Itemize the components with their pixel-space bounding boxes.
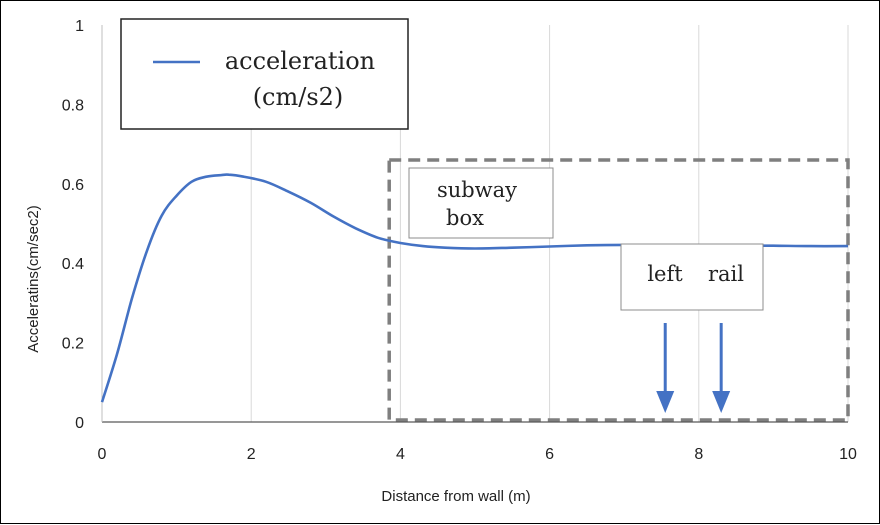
left-rail-label-box xyxy=(620,243,764,311)
x-tick-label: 10 xyxy=(839,446,857,463)
axes: 0 2 4 6 8 10 0 0.2 0.4 0.6 0.8 1 xyxy=(62,18,857,463)
subway-box-region xyxy=(387,158,850,422)
x-tick-label: 4 xyxy=(396,446,405,463)
x-tick-label: 2 xyxy=(247,446,256,463)
x-tick-label: 8 xyxy=(694,446,703,463)
rail-arrow-head xyxy=(656,391,675,413)
left-rail-label-text: left xyxy=(647,262,683,286)
rail-arrow-head xyxy=(712,391,731,413)
y-tick-label: 0.8 xyxy=(62,97,84,114)
y-tick-label: 1 xyxy=(75,18,84,35)
left-rail-label-text: rail xyxy=(708,262,744,286)
subway-box-label-line1: subway xyxy=(437,178,517,202)
legend-label-line1: acceleration xyxy=(225,47,375,75)
subway-box-label-box xyxy=(408,167,554,239)
legend-label-line2: (cm/s2) xyxy=(253,83,344,111)
legend-box xyxy=(120,18,409,130)
y-tick-label: 0.4 xyxy=(62,256,84,273)
x-axis-title: Distance from wall (m) xyxy=(381,488,530,505)
x-tick-label: 6 xyxy=(545,446,554,463)
y-tick-label: 0 xyxy=(75,415,84,432)
y-tick-label: 0.2 xyxy=(62,336,84,353)
y-axis-title: Acceleratins(cm/sec2) xyxy=(25,205,42,353)
x-tick-label: 0 xyxy=(98,446,107,463)
y-tick-label: 0.6 xyxy=(62,177,84,194)
legend: acceleration (cm/s2) xyxy=(120,18,409,130)
subway-box-outline xyxy=(387,158,850,422)
subway-box-label-line2: box xyxy=(446,206,484,230)
annotations: subway box left rail xyxy=(408,167,764,413)
